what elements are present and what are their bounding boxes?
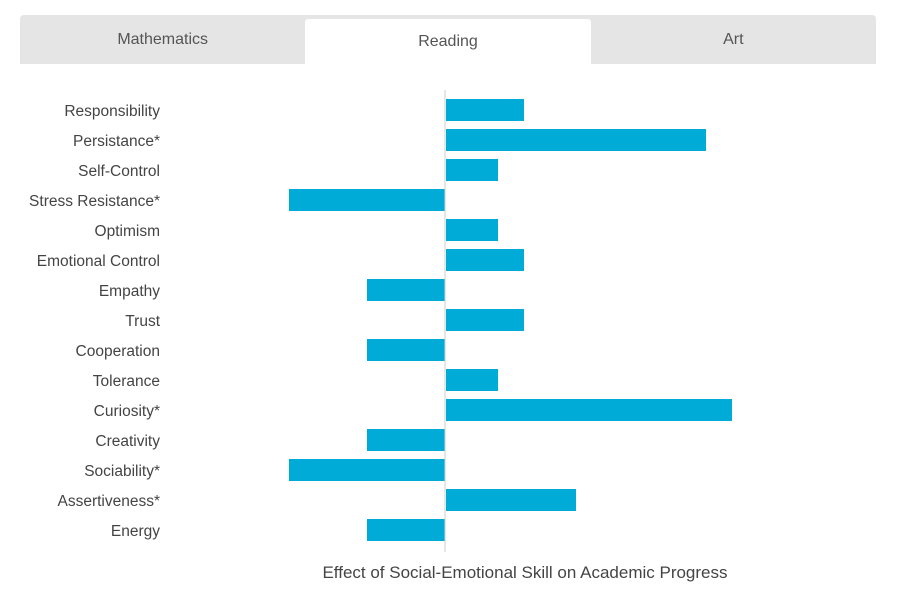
bar[interactable]	[446, 309, 524, 331]
category-label: Stress Resistance*	[29, 193, 160, 210]
bar[interactable]	[289, 189, 445, 211]
tab-mathematics[interactable]: Mathematics	[117, 30, 209, 48]
bar[interactable]	[446, 159, 498, 181]
bars	[289, 99, 732, 541]
tab-reading[interactable]: Reading	[305, 19, 591, 64]
subject-tabs: Mathematics Reading Art	[20, 15, 876, 64]
category-labels: Responsibility Persistance* Self-Control St…	[29, 103, 161, 540]
category-label: Self-Control	[78, 163, 160, 180]
category-label: Responsibility	[64, 103, 160, 120]
bar[interactable]	[446, 369, 498, 391]
category-label: Tolerance	[93, 373, 160, 390]
bar[interactable]	[289, 459, 445, 481]
category-label: Emotional Control	[37, 253, 160, 270]
bar[interactable]	[367, 339, 445, 361]
bar[interactable]	[367, 429, 445, 451]
tab-art[interactable]: Art	[723, 30, 744, 48]
category-label: Creativity	[95, 433, 160, 450]
category-label: Cooperation	[76, 343, 160, 360]
bar[interactable]	[446, 129, 706, 151]
category-label: Curiosity*	[94, 403, 160, 420]
x-axis-title: Effect of Social-Emotional Skill on Acad…	[322, 563, 727, 582]
bar[interactable]	[446, 399, 732, 421]
bar[interactable]	[446, 219, 498, 241]
bar[interactable]	[446, 489, 576, 511]
category-label: Sociability*	[84, 463, 160, 480]
category-label: Energy	[111, 523, 160, 540]
category-label: Persistance*	[73, 133, 160, 150]
category-label: Trust	[125, 313, 160, 330]
bar[interactable]	[446, 99, 524, 121]
category-label: Empathy	[99, 283, 160, 300]
category-label: Assertiveness*	[57, 493, 160, 510]
bar[interactable]	[446, 249, 524, 271]
bar[interactable]	[367, 279, 445, 301]
bar[interactable]	[367, 519, 445, 541]
category-label: Optimism	[95, 223, 160, 240]
